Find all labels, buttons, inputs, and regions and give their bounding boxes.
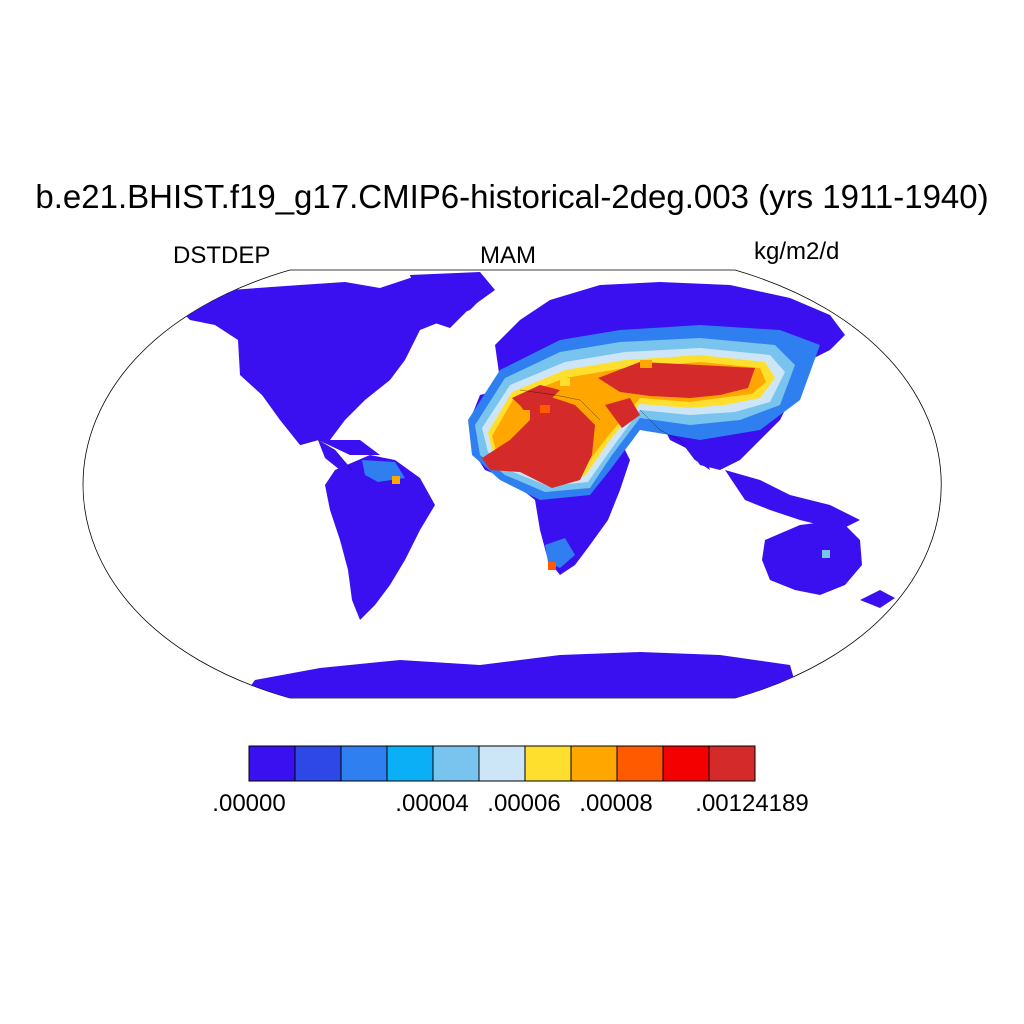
coastlines bbox=[299, 389, 696, 471]
colorbar-box-8 bbox=[616, 745, 664, 782]
dust-southern-africa bbox=[545, 538, 575, 568]
dust-red-core-north bbox=[512, 385, 560, 410]
colorbar-box-5 bbox=[478, 745, 526, 782]
colorbar-label-1: .00004 bbox=[395, 790, 469, 817]
colorbar-box-1 bbox=[294, 745, 342, 782]
colorbar-box-6 bbox=[524, 745, 572, 782]
dust-spot-6 bbox=[392, 476, 400, 484]
dust-spot-4 bbox=[540, 405, 550, 413]
colorbar-box-7 bbox=[570, 745, 618, 782]
dust-spot-5 bbox=[548, 562, 556, 570]
season-label: MAM bbox=[480, 242, 536, 269]
dust-spot-3 bbox=[640, 360, 652, 368]
dust-red-core-arabia bbox=[605, 398, 640, 428]
southeast-asia bbox=[725, 470, 860, 530]
colorbar-box-10 bbox=[708, 745, 756, 782]
north-america bbox=[180, 278, 490, 455]
colorbar-label-3: .00008 bbox=[579, 790, 653, 817]
south-america bbox=[325, 455, 435, 620]
units-label: kg/m2/d bbox=[754, 238, 840, 265]
dust-red-core-africa bbox=[482, 395, 595, 488]
plot-title: b.e21.BHIST.f19_g17.CMIP6-historical-2de… bbox=[35, 178, 989, 215]
dust-red-core-asia bbox=[598, 362, 755, 398]
colorbar-label-0: .00000 bbox=[212, 790, 286, 817]
new-zealand bbox=[860, 590, 895, 608]
colorbar-label-2: .00006 bbox=[487, 790, 561, 817]
dust-spot-7 bbox=[822, 550, 830, 558]
colorbar-box-0 bbox=[248, 745, 296, 782]
colorbar-box-3 bbox=[386, 745, 434, 782]
variable-label: DSTDEP bbox=[173, 242, 271, 269]
dust-spot-2 bbox=[560, 378, 570, 386]
greenland bbox=[410, 272, 495, 328]
colorbar-box-4 bbox=[432, 745, 480, 782]
land-layer bbox=[180, 272, 895, 698]
dust-spot-1 bbox=[520, 410, 530, 420]
colorbar-label-4: .00124189 bbox=[695, 790, 809, 817]
colorbar-box-9 bbox=[662, 745, 710, 782]
australia bbox=[762, 520, 862, 595]
colorbar-box-2 bbox=[340, 745, 388, 782]
antarctica bbox=[240, 652, 800, 698]
